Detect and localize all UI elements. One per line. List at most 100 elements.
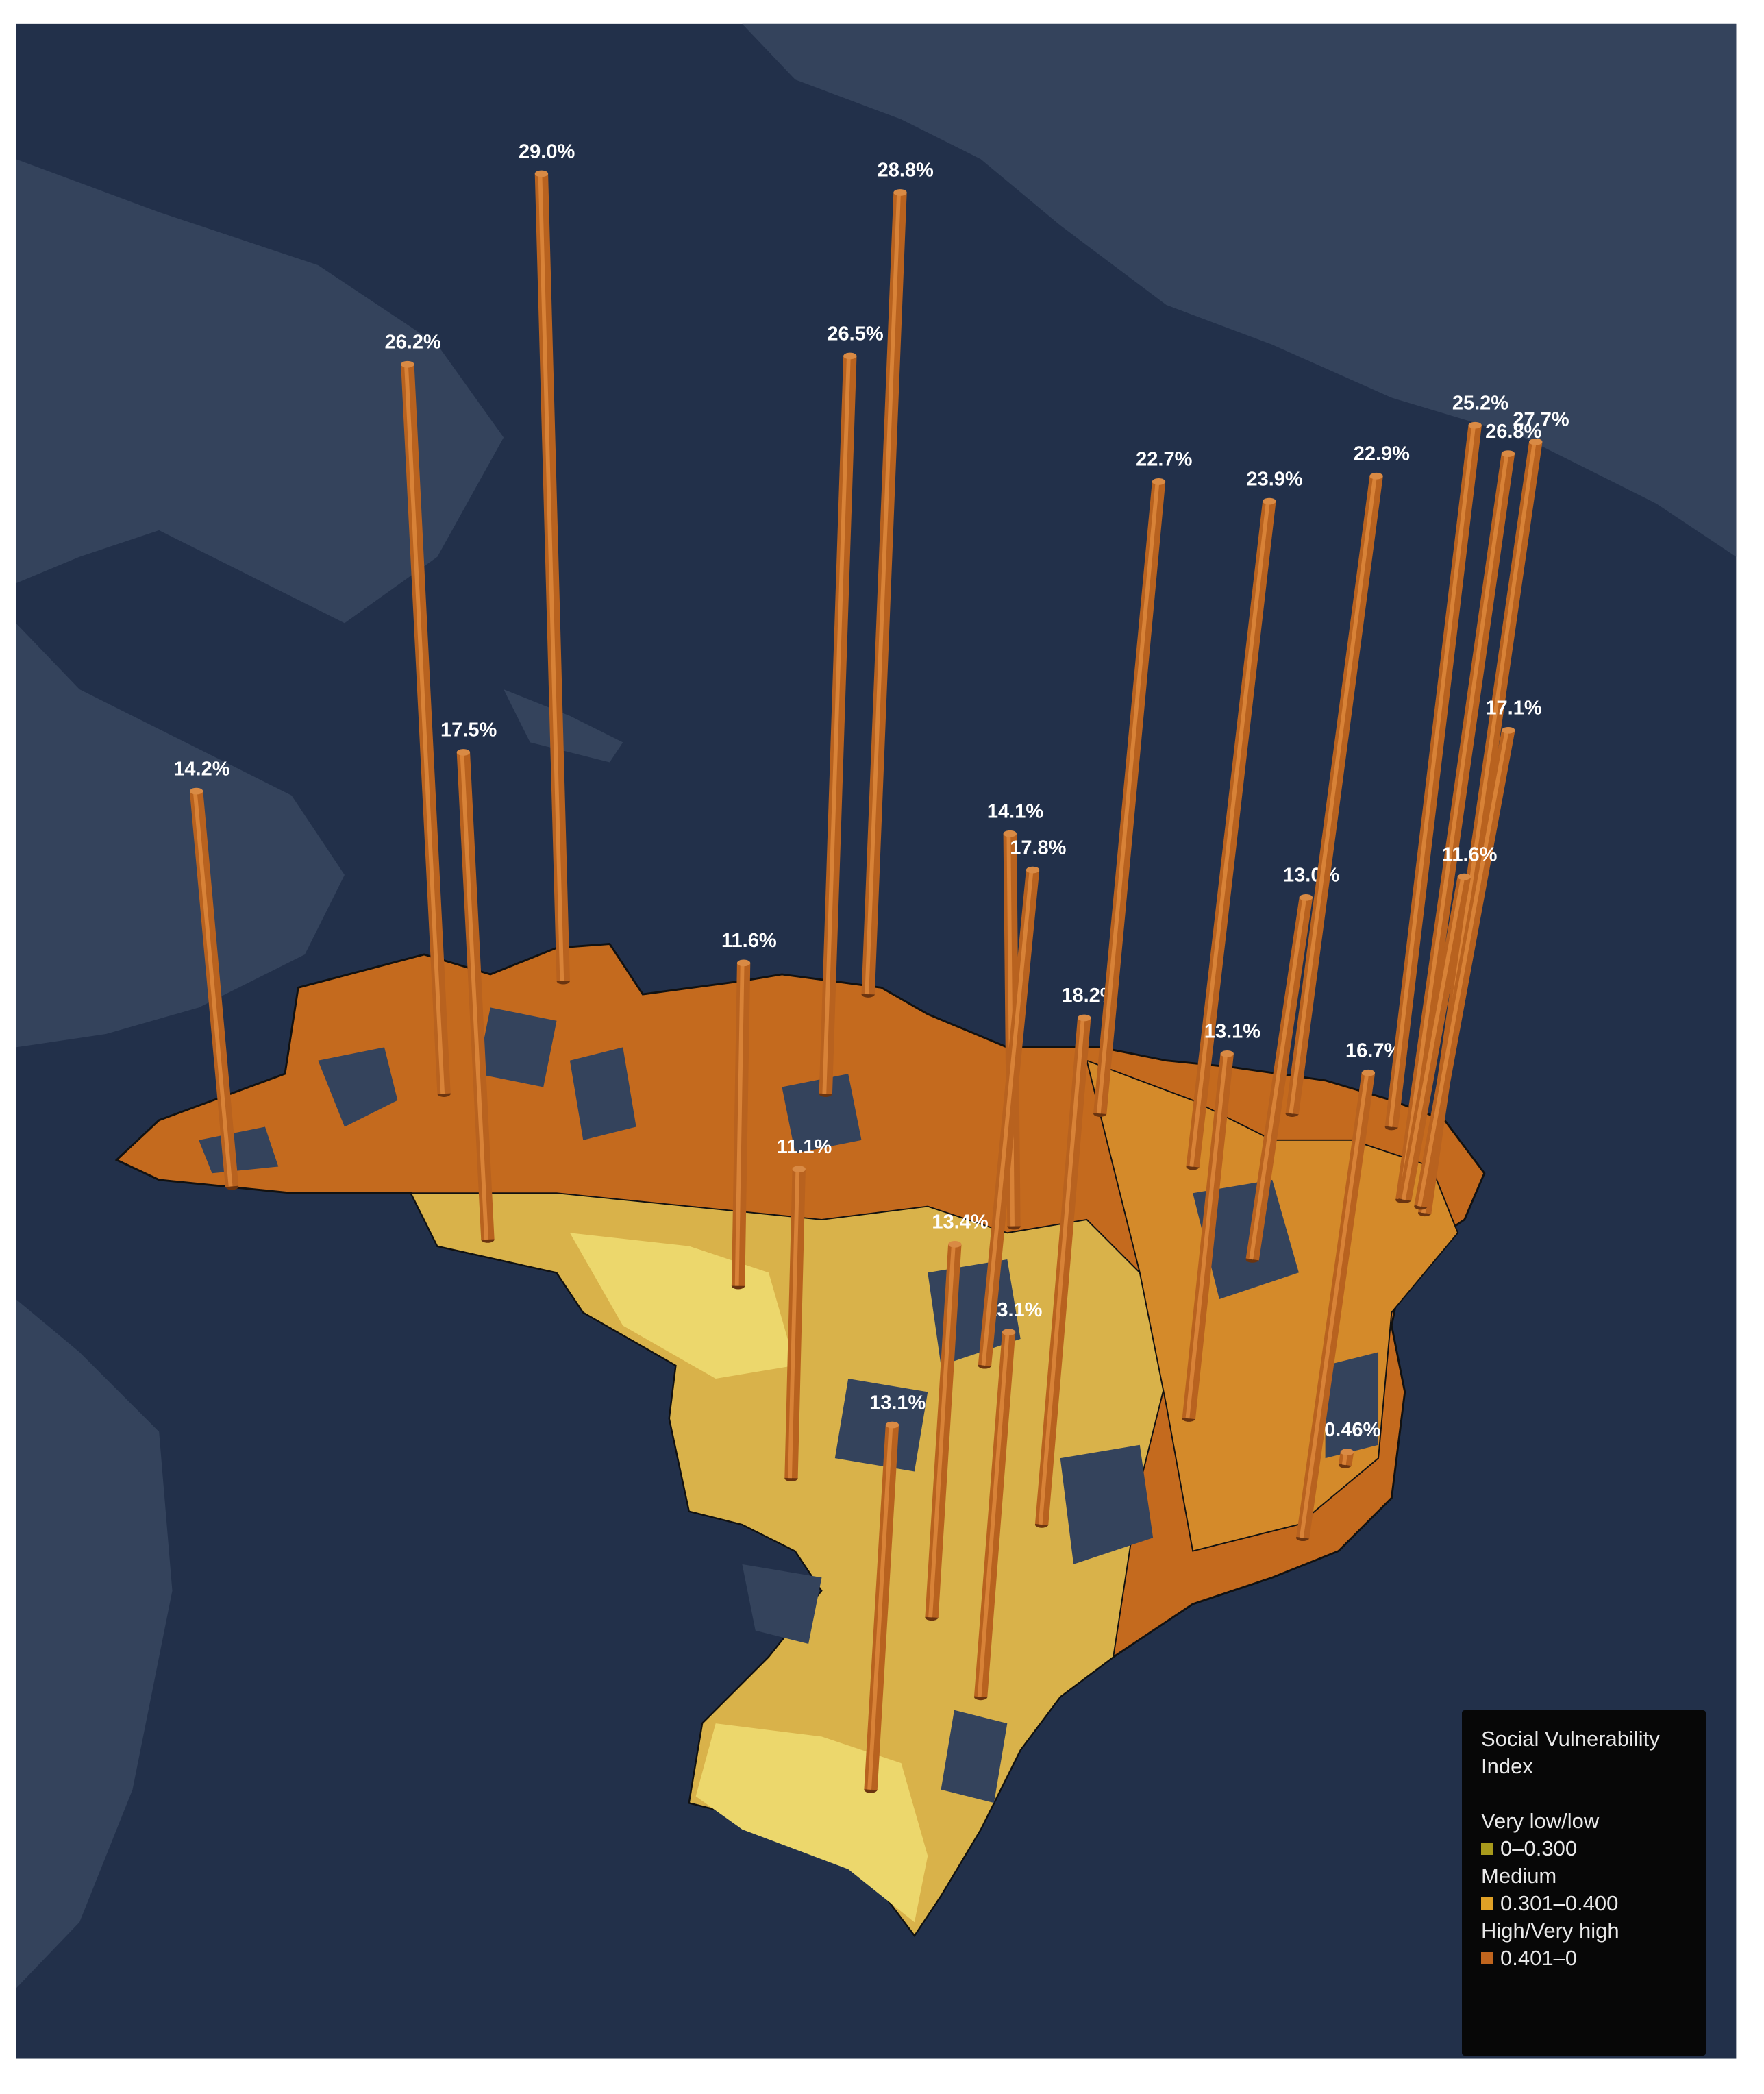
pillar-highlight bbox=[404, 364, 445, 1094]
pillar-label: 22.9% bbox=[1354, 443, 1410, 465]
land-masses bbox=[16, 23, 1737, 1988]
pillar-label: 26.8% bbox=[1485, 421, 1541, 443]
pillar-highlight bbox=[977, 1331, 1010, 1697]
pillar bbox=[1182, 1050, 1234, 1422]
pillars: 14.2% 26.2% 17.5% 29.0% 11.6% 26.5% 28.8% 11.1%… bbox=[173, 140, 1569, 1793]
pillar-highlight bbox=[822, 356, 851, 1094]
pillar-label: 0.46% bbox=[1324, 1419, 1380, 1441]
pillar-label: 17.1% bbox=[1485, 698, 1541, 719]
pillar-label: 17.5% bbox=[440, 719, 497, 741]
pillar bbox=[973, 1329, 1016, 1701]
legend-swatch bbox=[1481, 1897, 1493, 1910]
legend-title: Social Vulnerability Index bbox=[1481, 1727, 1660, 1778]
pillar-highlight bbox=[460, 752, 488, 1240]
pillar-label: 13.4% bbox=[932, 1211, 988, 1233]
pillar-label: 11.6% bbox=[721, 930, 777, 952]
legend-row: 0.401–0 bbox=[1481, 1945, 1687, 1972]
pillar-label: 22.7% bbox=[1136, 449, 1192, 471]
legend-entries: Very low/low 0–0.300 Medium 0.301–0.400 High… bbox=[1481, 1808, 1687, 1972]
pillar bbox=[819, 352, 857, 1097]
pillar-highlight bbox=[1096, 481, 1160, 1114]
pillar-highlight bbox=[1299, 1072, 1369, 1538]
pillar bbox=[864, 1421, 899, 1793]
pillar-highlight bbox=[734, 963, 745, 1286]
pillar-top bbox=[1468, 421, 1482, 429]
pillar-top bbox=[885, 1421, 899, 1429]
pillar-label: 16.7% bbox=[1345, 1040, 1402, 1062]
pillar-top bbox=[534, 170, 549, 177]
legend-group: Medium bbox=[1481, 1864, 1557, 1888]
pillar-highlight bbox=[538, 173, 564, 981]
pillar bbox=[456, 749, 495, 1243]
pillar-label: 28.8% bbox=[878, 160, 934, 182]
pillar-highlight bbox=[1185, 1053, 1228, 1419]
pillar-top bbox=[1361, 1069, 1376, 1076]
pillar-highlight bbox=[867, 1425, 893, 1790]
pillar-top bbox=[1026, 866, 1040, 874]
pillar bbox=[1285, 472, 1383, 1117]
pillar-top bbox=[456, 749, 471, 756]
pillar-label: 29.0% bbox=[519, 140, 575, 162]
pillar bbox=[1034, 1014, 1091, 1528]
legend-row: 0.301–0.400 bbox=[1481, 1890, 1687, 1917]
pillar-highlight bbox=[1289, 476, 1378, 1114]
pillar-top bbox=[736, 959, 751, 967]
legend: Social Vulnerability Index Very low/low 0… bbox=[1462, 1710, 1706, 2056]
pillar-top bbox=[401, 360, 414, 368]
pillar-highlight bbox=[788, 1169, 800, 1479]
legend-group: High/Very high bbox=[1481, 1919, 1619, 1943]
pillar-top bbox=[1220, 1050, 1234, 1057]
pillar-top bbox=[189, 787, 203, 795]
pillar-top bbox=[843, 352, 857, 360]
pillar bbox=[1245, 894, 1313, 1263]
pillar bbox=[189, 787, 239, 1190]
legend-range: 0–0.300 bbox=[1500, 1836, 1578, 1860]
pillar-top bbox=[1152, 478, 1166, 485]
pillar-top bbox=[1502, 726, 1515, 734]
pillar bbox=[1186, 497, 1276, 1170]
pillar-top bbox=[792, 1166, 806, 1173]
pillar-highlight bbox=[1189, 501, 1270, 1167]
pillar bbox=[784, 1166, 806, 1481]
pillar-top bbox=[1078, 1014, 1091, 1022]
pillar-label: 13.1% bbox=[869, 1392, 926, 1414]
pillar bbox=[401, 360, 451, 1097]
pillar-highlight bbox=[1417, 730, 1509, 1207]
pillar bbox=[1093, 478, 1166, 1117]
pillar bbox=[731, 959, 751, 1290]
pillar-label: 27.7% bbox=[1513, 409, 1569, 431]
pillar bbox=[534, 170, 570, 985]
brazil bbox=[114, 942, 1486, 1938]
pillar bbox=[1338, 1449, 1354, 1468]
pillar-top bbox=[893, 189, 907, 196]
pillar-top bbox=[1299, 894, 1313, 901]
pillar-highlight bbox=[1388, 425, 1476, 1127]
pillar-label: 14.1% bbox=[987, 801, 1043, 823]
pillar-highlight bbox=[928, 1244, 956, 1618]
pillar-highlight bbox=[1401, 876, 1465, 1200]
pillar-label: 26.5% bbox=[827, 323, 883, 345]
pillar bbox=[861, 189, 907, 998]
legend-swatch bbox=[1481, 1952, 1493, 1964]
pillar bbox=[1414, 726, 1515, 1210]
legend-row: 0–0.300 bbox=[1481, 1835, 1687, 1862]
legend-group: Very low/low bbox=[1481, 1809, 1600, 1833]
pillar-top bbox=[1501, 450, 1515, 457]
pillar-highlight bbox=[981, 870, 1034, 1366]
pillar-highlight bbox=[1006, 833, 1015, 1227]
pillar-top bbox=[1529, 439, 1543, 445]
legend-swatch bbox=[1481, 1843, 1493, 1855]
pillar-highlight bbox=[1038, 1018, 1085, 1525]
pillar-highlight bbox=[192, 791, 233, 1187]
pillar bbox=[978, 866, 1040, 1369]
legend-range: 0.401–0 bbox=[1500, 1946, 1578, 1970]
pillar-highlight bbox=[1249, 897, 1307, 1260]
pillar-label: 26.2% bbox=[385, 331, 441, 353]
pillar-top bbox=[1003, 830, 1017, 837]
pillar-label: 25.2% bbox=[1452, 392, 1508, 414]
pillar-label: 11.6% bbox=[1442, 843, 1498, 865]
pillar bbox=[1398, 873, 1471, 1203]
